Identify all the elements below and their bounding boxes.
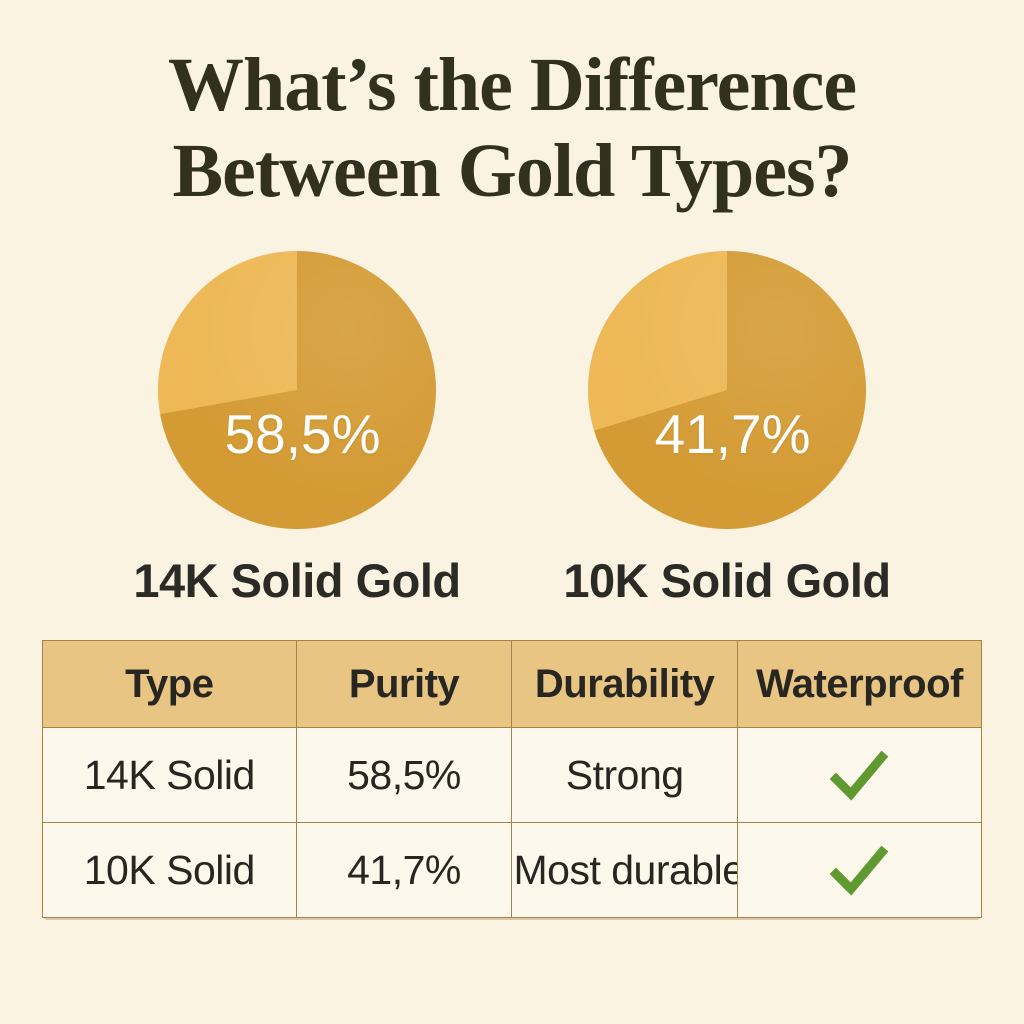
check-icon (830, 845, 889, 896)
pie-caption-14k: 14K Solid Gold (133, 554, 461, 607)
cell-type: 14K Solid (42, 727, 297, 823)
header-waterproof: Waterproof (736, 640, 983, 728)
pie-percentage-label: 58,5% (224, 403, 381, 466)
check-icon (830, 750, 889, 801)
cell-waterproof (736, 822, 983, 918)
pie-chart-row: 58,5% 14K Solid Gold 41,7% 10K Solid Gol… (0, 251, 1024, 608)
cell-type: 10K Solid (42, 822, 297, 918)
comparison-table: Type Purity Durability Waterproof 14K So… (42, 640, 983, 918)
pie-chart-14k-solid-gold: 58,5% (158, 251, 436, 529)
pie-chart-10k-solid-gold: 41,7% (588, 251, 866, 529)
table-row: 10K Solid 41,7% Most durable (42, 822, 983, 918)
pie-percentage-label: 41,7% (654, 403, 811, 466)
page-title-line-1: What’s the Difference (167, 43, 857, 127)
page-title: What’s the Difference Between Gold Types… (0, 42, 1024, 214)
table-row: 14K Solid 58,5% Strong (42, 727, 983, 823)
table-header-row: Type Purity Durability Waterproof (42, 640, 983, 728)
page-title-line-2: Between Gold Types? (172, 129, 852, 213)
cell-purity: 41,7% (295, 822, 513, 918)
header-type: Type (42, 640, 297, 728)
cell-waterproof (736, 727, 983, 823)
pie-block-14k: 58,5% 14K Solid Gold (87, 251, 507, 608)
cell-purity: 58,5% (295, 727, 513, 823)
pie-block-10k: 41,7% 10K Solid Gold (517, 251, 937, 608)
header-durability: Durability (511, 640, 738, 728)
comparison-table-wrap: Type Purity Durability Waterproof 14K So… (42, 640, 983, 918)
header-purity: Purity (295, 640, 513, 728)
cell-durability: Strong (511, 727, 738, 823)
pie-caption-10k: 10K Solid Gold (563, 554, 891, 607)
cell-durability: Most durable (511, 822, 738, 918)
